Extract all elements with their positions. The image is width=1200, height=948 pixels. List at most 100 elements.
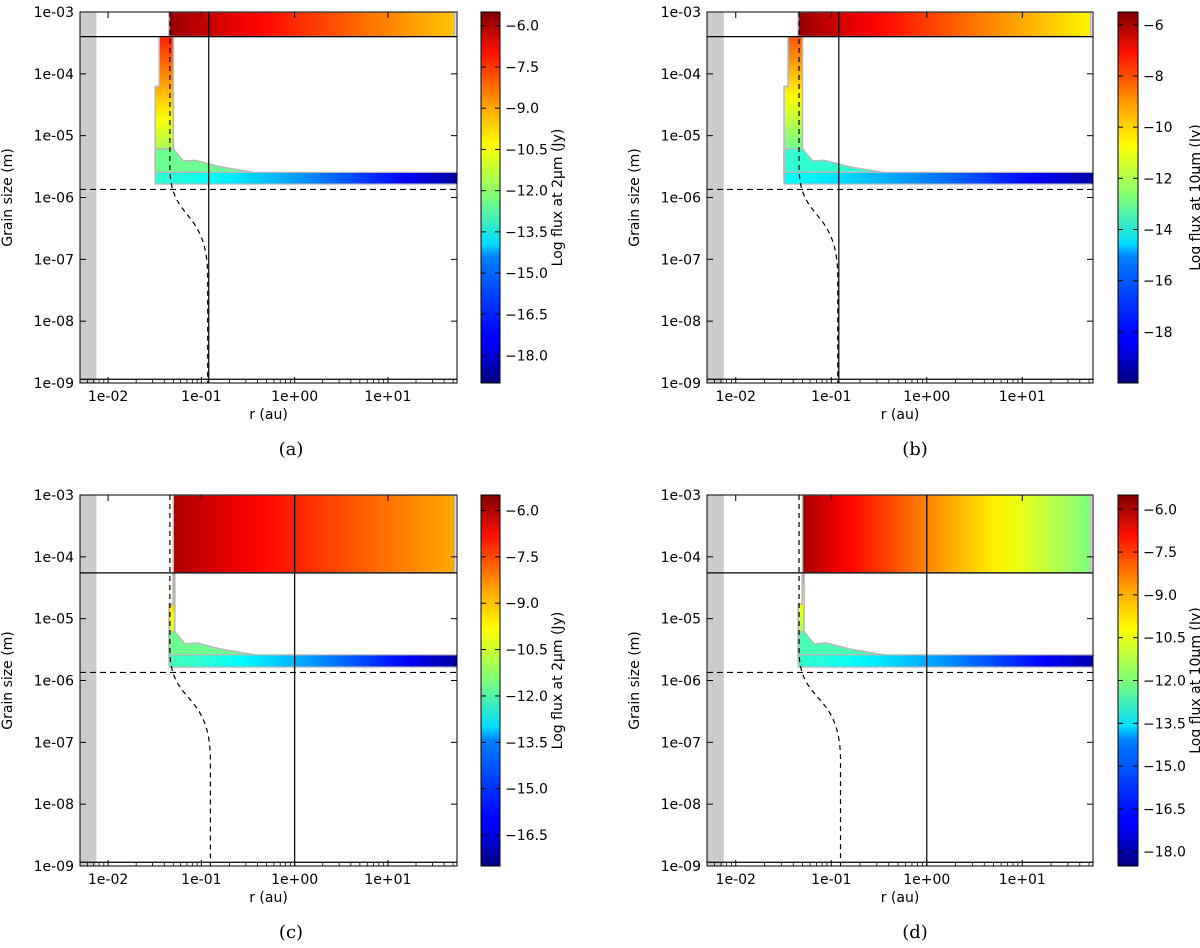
small-grain-band: [797, 654, 1093, 668]
colorbar-tick-label: −10.5: [505, 643, 548, 659]
colorbar-tick-label: −15.0: [505, 782, 548, 798]
x-axis-label: r (au): [249, 407, 288, 423]
panel-c: 1e-02 1e-01 1e+00 1e+01 1e-09 1e-08 1e-07 1e-06…: [0, 488, 566, 943]
small-grain-band: [154, 171, 457, 185]
x-tick-label: 1e-01: [811, 872, 851, 888]
x-tick-label: 1e+01: [364, 389, 411, 405]
colorbar-tick-label: −7.5: [1143, 545, 1177, 561]
colorbar-tick-label: −18.0: [1143, 845, 1186, 861]
y-tick-label: 1e-04: [34, 67, 74, 83]
knee-emission: [168, 631, 256, 656]
colorbar-tick-label: −13.5: [505, 225, 548, 241]
colorbar-tick-label: −13.5: [505, 735, 548, 751]
x-tick-label: 1e-02: [88, 389, 128, 405]
sublimation-curve: [798, 495, 842, 866]
y-axis-label: Grain size (m): [627, 631, 643, 730]
x-tick-label: 1e+01: [999, 389, 1046, 405]
panel-caption: (c): [279, 922, 303, 943]
colorbar: [480, 11, 501, 384]
panel-caption: (d): [902, 922, 928, 943]
colorbar-tick-label: −16.5: [1143, 802, 1186, 818]
colorbar-tick-label: −12.0: [505, 689, 548, 705]
x-tick-label: 1e-01: [811, 389, 851, 405]
y-tick-label: 1e-03: [34, 5, 74, 21]
y-tick-label: 1e-03: [34, 488, 74, 504]
panel-b: 1e-02 1e-01 1e+00 1e+01 1e-09 1e-08 1e-07 1e-06…: [627, 5, 1200, 460]
x-tick-label: 1e+00: [903, 389, 950, 405]
x-tick-label: 1e+00: [903, 872, 950, 888]
y-tick-label: 1e-08: [34, 797, 74, 813]
y-tick-label: 1e-09: [34, 859, 74, 875]
colorbar-label: Log flux at 10μm (Jy): [1188, 124, 1200, 271]
y-tick-label: 1e-06: [34, 674, 74, 690]
y-tick-label: 1e-07: [661, 252, 701, 268]
x-tick-label: 1e-01: [181, 872, 221, 888]
plot-area: [707, 12, 1093, 383]
colorbar-tick-label: −16: [1143, 274, 1173, 290]
x-tick-label: 1e+01: [364, 872, 411, 888]
sublimation-curve: [169, 12, 209, 383]
plot-area: [707, 495, 1093, 866]
colorbar-tick-label: −10: [1143, 120, 1173, 136]
colorbar-label: Log flux at 2μm (Jy): [550, 129, 566, 267]
colorbar-label: Log flux at 2μm (Jy): [550, 612, 566, 750]
y-tick-label: 1e-06: [661, 191, 701, 207]
x-tick-label: 1e-02: [716, 872, 756, 888]
large-grain-emission: [172, 495, 456, 574]
y-tick-label: 1e-08: [661, 797, 701, 813]
colorbar-tick-label: −12.0: [505, 184, 548, 200]
colorbar-tick-label: −9.0: [1143, 588, 1177, 604]
colorbar-tick-label: −6.0: [505, 19, 539, 35]
panel-caption: (a): [279, 439, 304, 460]
y-tick-label: 1e-09: [661, 376, 701, 392]
y-tick-label: 1e-09: [34, 376, 74, 392]
colorbar-tick-label: −18: [1143, 325, 1173, 341]
colorbar-tick-label: −7.5: [505, 60, 539, 76]
colorbar-tick-label: −16.5: [505, 307, 548, 323]
colorbar-label: Log flux at 10μm (Jy): [1188, 607, 1200, 754]
colorbar-tick-label: −10.5: [1143, 631, 1186, 647]
x-tick-label: 1e-01: [181, 389, 221, 405]
y-tick-label: 1e-04: [34, 550, 74, 566]
y-tick-label: 1e-08: [34, 314, 74, 330]
colorbar-tick-label: −15.0: [505, 266, 548, 282]
y-tick-label: 1e-07: [661, 735, 701, 751]
panel-d: 1e-02 1e-01 1e+00 1e+01 1e-09 1e-08 1e-07 1e-06…: [627, 488, 1200, 943]
shaded-region: [80, 495, 97, 866]
colorbar-tick-label: −10.5: [505, 142, 548, 158]
colorbar-tick-label: −6: [1143, 18, 1164, 34]
y-axis-label: Grain size (m): [627, 148, 643, 247]
x-tick-label: 1e+00: [271, 872, 318, 888]
small-grain-band: [168, 654, 457, 668]
y-axis-label: Grain size (m): [0, 631, 16, 730]
sublimation-curve: [798, 12, 839, 383]
y-tick-label: 1e-04: [661, 550, 701, 566]
knee-emission: [797, 631, 885, 656]
x-axis-label: r (au): [881, 407, 920, 423]
colorbar-tick-label: −13.5: [1143, 716, 1186, 732]
x-tick-label: 1e+01: [999, 872, 1046, 888]
large-grain-emission: [797, 12, 1092, 38]
x-axis-label: r (au): [249, 890, 288, 906]
y-tick-label: 1e-04: [661, 67, 701, 83]
y-tick-label: 1e-05: [34, 612, 74, 628]
panel-a: 1e-02 1e-01 1e+00 1e+01 1e-09 1e-08 1e-07 1e-06…: [0, 5, 566, 460]
y-tick-label: 1e-06: [34, 191, 74, 207]
colorbar-tick-label: −14: [1143, 222, 1173, 238]
shaded-region: [80, 12, 97, 383]
x-tick-label: 1e+00: [271, 389, 318, 405]
colorbar-tick-label: −6.0: [505, 503, 539, 519]
y-tick-label: 1e-03: [661, 5, 701, 21]
x-axis-label: r (au): [881, 890, 920, 906]
colorbar-tick-label: −8: [1143, 69, 1164, 85]
colorbar-tick-label: −9.0: [505, 596, 539, 612]
panel-caption: (b): [902, 439, 928, 460]
colorbar-tick-label: −15.0: [1143, 759, 1186, 775]
colorbar-tick-label: −7.5: [505, 550, 539, 566]
y-tick-label: 1e-05: [661, 129, 701, 145]
y-tick-label: 1e-08: [661, 314, 701, 330]
y-axis-label: Grain size (m): [0, 148, 16, 247]
y-tick-label: 1e-07: [34, 252, 74, 268]
y-tick-label: 1e-03: [661, 488, 701, 504]
